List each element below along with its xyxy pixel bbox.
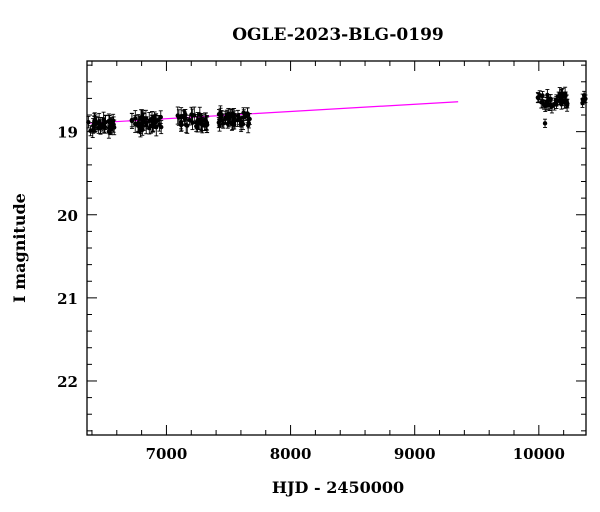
point-marker	[204, 122, 210, 127]
data-point	[581, 90, 587, 100]
data-point	[159, 120, 164, 135]
point-marker	[238, 122, 244, 128]
point-marker	[92, 122, 97, 127]
x-tick-label: 10000	[513, 445, 565, 463]
point-marker	[549, 104, 555, 109]
data-point	[150, 117, 155, 133]
x-tick-label: 9000	[394, 445, 436, 463]
x-tick-label: 8000	[270, 445, 312, 463]
data-point	[187, 114, 192, 126]
data-point	[560, 93, 565, 107]
point-marker	[189, 112, 194, 117]
data-point	[235, 109, 241, 123]
data-point	[158, 110, 163, 124]
point-marker	[86, 119, 91, 125]
data-point	[245, 107, 250, 124]
point-marker	[147, 118, 152, 124]
data-point	[564, 98, 570, 112]
x-axis-label: HJD - 2450000	[272, 478, 404, 497]
data-point	[238, 117, 244, 133]
point-marker	[560, 97, 565, 103]
data-point	[223, 110, 228, 125]
data-point	[556, 91, 561, 102]
data-point	[175, 106, 180, 125]
data-point	[545, 89, 550, 101]
data-point	[549, 99, 555, 114]
data-point	[562, 86, 568, 101]
point-marker	[223, 115, 228, 120]
point-marker	[140, 116, 146, 122]
point-marker	[159, 124, 164, 130]
point-marker	[217, 123, 222, 128]
data-point	[195, 112, 200, 130]
data-point	[231, 115, 237, 130]
data-points	[86, 86, 588, 139]
data-point	[92, 116, 97, 133]
data-point	[86, 115, 91, 129]
point-marker	[199, 121, 204, 126]
point-marker	[554, 99, 559, 104]
point-marker	[158, 114, 163, 120]
data-point	[140, 110, 146, 128]
point-marker	[175, 113, 180, 118]
y-tick-label: 19	[57, 124, 78, 142]
data-point	[129, 112, 135, 128]
point-marker	[178, 114, 184, 119]
point-marker	[183, 112, 188, 118]
point-marker	[202, 117, 208, 123]
data-point	[102, 120, 108, 134]
point-marker	[150, 122, 155, 128]
y-tick-label: 20	[57, 207, 78, 225]
point-marker	[245, 123, 251, 128]
point-marker	[228, 113, 233, 118]
x-tick-label: 7000	[146, 445, 188, 463]
data-point	[133, 110, 138, 127]
point-marker	[542, 121, 548, 126]
y-tick-label: 22	[57, 373, 78, 391]
y-axis-label: I magnitude	[10, 193, 29, 303]
data-point	[178, 107, 184, 126]
point-marker	[562, 91, 568, 96]
point-marker	[556, 94, 561, 99]
data-point	[199, 115, 204, 133]
point-marker	[195, 118, 200, 123]
point-marker	[539, 99, 544, 105]
point-marker	[129, 117, 135, 123]
data-point	[217, 118, 222, 132]
point-marker	[155, 118, 161, 123]
data-point	[542, 118, 548, 128]
point-marker	[133, 116, 138, 121]
data-point	[108, 118, 113, 134]
data-point	[554, 96, 559, 107]
data-point	[138, 121, 143, 138]
point-marker	[88, 128, 93, 133]
data-point	[539, 95, 544, 109]
point-marker	[108, 123, 113, 129]
y-tick-label: 21	[57, 290, 78, 308]
point-marker	[564, 103, 570, 108]
data-point	[204, 116, 210, 133]
point-marker	[535, 95, 541, 100]
point-marker	[581, 93, 587, 98]
point-marker	[96, 119, 102, 124]
data-point	[245, 117, 251, 134]
point-marker	[545, 92, 550, 98]
chart-title: OGLE-2023-BLG-0199	[232, 25, 444, 45]
point-marker	[106, 129, 112, 134]
point-marker	[102, 124, 108, 130]
point-marker	[231, 120, 237, 125]
point-marker	[245, 113, 250, 118]
data-point	[147, 112, 152, 130]
data-point	[228, 109, 233, 122]
data-point	[88, 125, 93, 137]
axis-ticks: 7000 8000 9000 10000 19 20 21 22	[57, 61, 586, 463]
point-marker	[226, 120, 232, 125]
data-point	[183, 109, 188, 121]
data-point	[226, 117, 232, 128]
point-marker	[138, 127, 143, 132]
point-marker	[187, 117, 192, 123]
point-marker	[235, 113, 241, 119]
